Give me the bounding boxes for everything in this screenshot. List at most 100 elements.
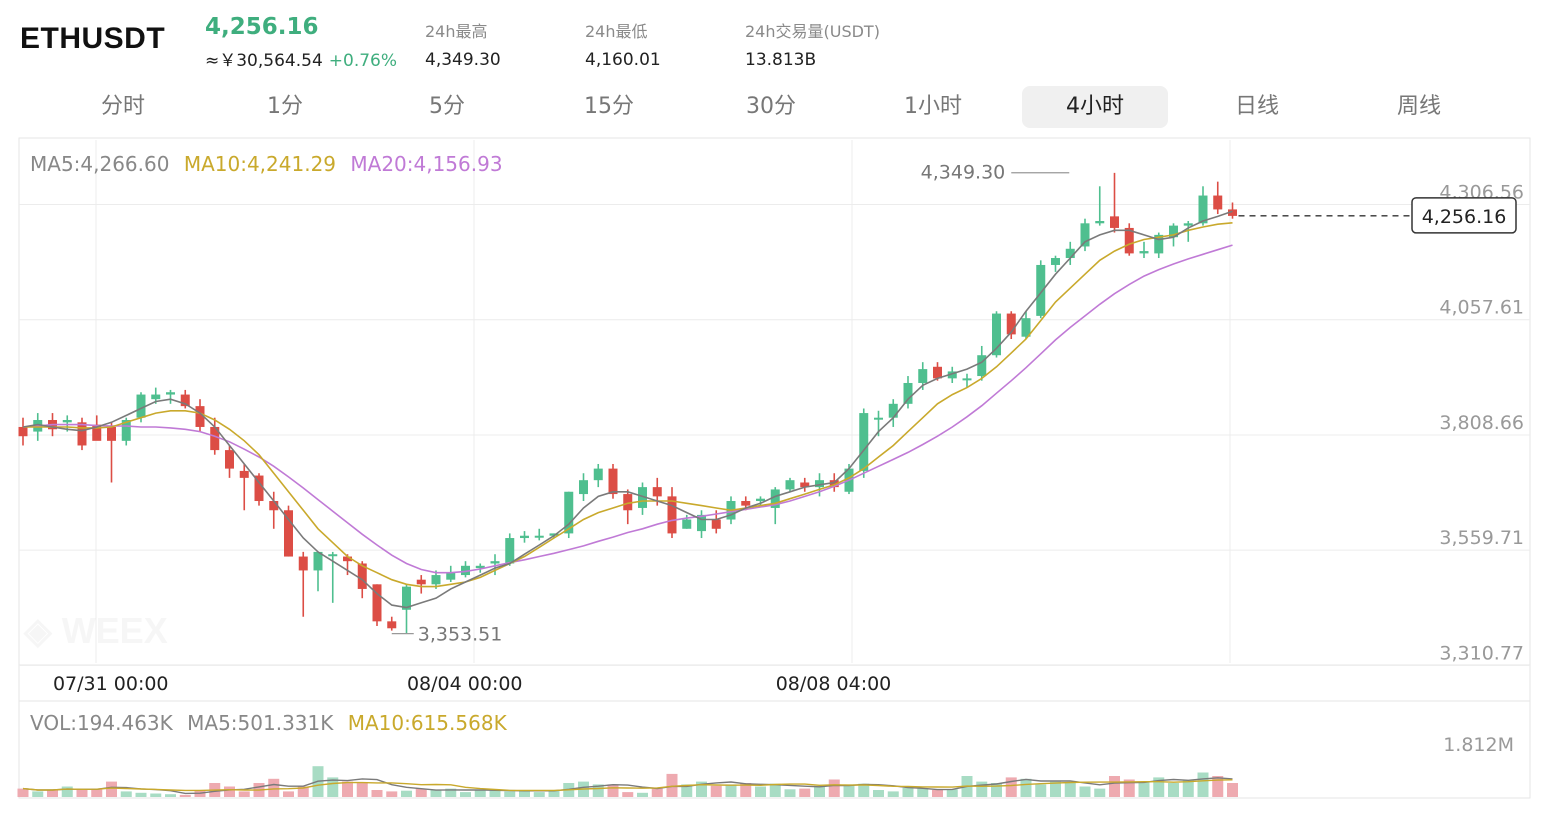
tab-4h[interactable]: 4小时	[1022, 86, 1168, 128]
volume-bar	[297, 786, 309, 797]
volume-bar	[814, 785, 825, 797]
candle-down	[107, 426, 116, 441]
candle-down	[416, 579, 426, 585]
volume-bar	[1035, 784, 1047, 797]
ma-legend: MA5:4,266.60 MA10:4,241.29 MA20:4,156.93	[30, 152, 503, 176]
candle-up	[1036, 264, 1046, 316]
tab-15m[interactable]: 15分	[584, 94, 634, 119]
volume-bar	[474, 790, 486, 797]
time-tick-label: 08/08 04:00	[776, 673, 892, 695]
candle-down	[608, 468, 618, 495]
price-markers: 4,256.16 4,349.30 3,353.51	[391, 162, 1517, 646]
volume-ma-lines	[22, 777, 1233, 795]
candle-up	[638, 487, 647, 508]
cny-price-line: ≈￥30,564.54 +0.76%	[205, 46, 397, 71]
candle-down	[652, 487, 662, 497]
candle-up	[593, 468, 603, 481]
volume-bar	[1094, 788, 1106, 797]
tab-1d[interactable]: 日线	[1234, 94, 1279, 119]
tab-1h[interactable]: 1小时	[904, 94, 962, 119]
volume-bar	[725, 784, 737, 797]
volume-bar	[32, 791, 44, 797]
candle-up	[682, 519, 692, 529]
candle-up	[1169, 225, 1178, 238]
legend-ma5: MA5:4,266.60	[30, 152, 170, 176]
price-tick-label: 3,808.66	[1439, 412, 1524, 434]
candle-down	[829, 480, 839, 488]
volume-bar	[946, 789, 958, 797]
volume-bar	[1138, 781, 1150, 797]
candle-up	[1051, 258, 1060, 265]
volume-bar	[710, 785, 722, 797]
volume-bar	[150, 793, 162, 797]
volume-bar	[460, 792, 471, 797]
tab-1m[interactable]: 1分	[267, 94, 303, 119]
tab-30m[interactable]: 30分	[746, 94, 796, 119]
volume-bar	[755, 786, 766, 797]
candle-up	[1198, 195, 1208, 224]
candle-up	[992, 313, 1001, 356]
volume-bar	[135, 792, 147, 797]
volume-bar	[681, 784, 693, 797]
price-tick-label: 3,559.71	[1439, 527, 1524, 549]
volume-bar	[371, 790, 383, 797]
volume-bar	[1109, 776, 1120, 797]
tab-time-share[interactable]: 分时	[100, 94, 145, 119]
volume-bar	[799, 788, 811, 797]
candle-down	[239, 470, 249, 478]
candle-down	[372, 584, 382, 622]
candle-up	[977, 355, 987, 377]
volume-bar	[17, 788, 29, 797]
candle-up	[785, 480, 795, 490]
candle-down	[284, 510, 293, 557]
volume-bar	[887, 791, 899, 797]
candle-up	[62, 420, 72, 423]
volume-bar	[607, 784, 619, 797]
candle-down	[800, 482, 810, 488]
volume-bar	[165, 794, 176, 797]
volume-bar	[489, 790, 501, 797]
candle-down	[254, 475, 264, 502]
stat-24h-volume: 24h交易量(USDT) 13.813B	[745, 18, 880, 70]
candle-up	[534, 535, 544, 538]
current-price-label: 4,256.16	[1422, 206, 1507, 228]
symbol-name[interactable]: ETHUSDT	[20, 22, 166, 55]
volume-bar	[238, 791, 250, 797]
candle-down	[741, 501, 751, 506]
candle-up	[962, 378, 972, 381]
stat-label: 24h最低	[585, 22, 648, 41]
tab-1w[interactable]: 周线	[1396, 94, 1441, 119]
volume-bar	[1123, 779, 1135, 797]
candle-up	[166, 392, 175, 395]
ma10-line	[23, 222, 1233, 588]
candle-down	[269, 501, 279, 511]
tab-5m[interactable]: 5分	[429, 94, 465, 119]
current-price-box	[1411, 197, 1517, 234]
low-marker-label: 3,353.51	[418, 624, 503, 646]
candle-up	[1080, 223, 1090, 247]
volume-bar	[1227, 783, 1238, 797]
svg-text:◈ WEEX: ◈ WEEX	[23, 610, 168, 651]
candle-up	[402, 586, 411, 610]
volume-bar	[224, 786, 235, 797]
volume-bar	[696, 781, 707, 797]
stat-value: 4,349.30	[425, 50, 501, 70]
weex-watermark: ◈ WEEX	[23, 610, 168, 651]
candle-down	[933, 366, 942, 379]
candle-down	[77, 422, 87, 446]
candle-up	[1021, 318, 1031, 337]
volume-bar	[858, 783, 870, 797]
candle-up	[151, 394, 161, 400]
volume-bar	[666, 773, 678, 797]
candle-down	[711, 519, 721, 529]
last-price: 4,256.16	[205, 14, 319, 40]
candle-up	[475, 565, 485, 569]
volume-bar	[283, 791, 294, 797]
grid	[19, 140, 1530, 666]
candle-up	[136, 394, 146, 418]
candlesticks	[18, 172, 1237, 634]
candle-down	[18, 426, 28, 437]
volume-bar	[1153, 777, 1165, 797]
stat-label: 24h交易量(USDT)	[745, 22, 880, 41]
